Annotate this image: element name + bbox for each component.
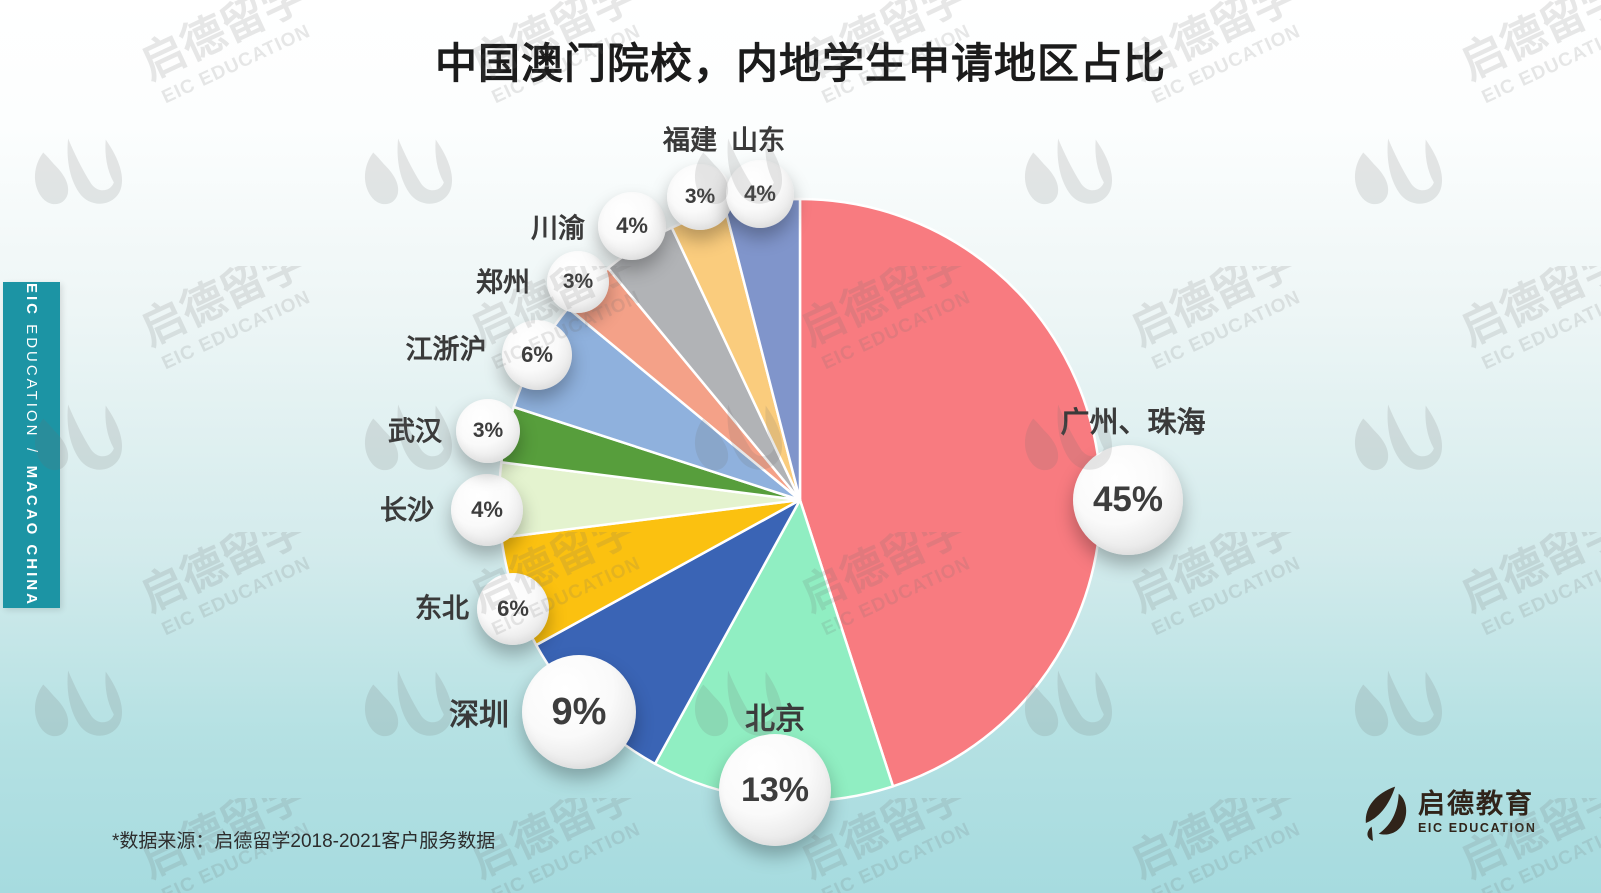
- percent-ball-6: 6%: [502, 320, 572, 390]
- company-logo-cn: 启德教育: [1418, 788, 1534, 819]
- percent-ball-7: 3%: [547, 251, 609, 313]
- sidebar-region: MACAO CHINA: [23, 465, 40, 607]
- percent-ball-2: 9%: [522, 655, 636, 769]
- region-label-6: 江浙沪: [405, 334, 487, 365]
- sidebar-brand-bold: EIC: [23, 283, 40, 318]
- percent-ball-10: 4%: [726, 160, 794, 228]
- percent-value: 9%: [551, 690, 607, 733]
- percent-value: 6%: [521, 342, 553, 367]
- percent-value: 13%: [740, 770, 810, 809]
- region-label-4: 长沙: [380, 495, 434, 526]
- percent-ball-0: 45%: [1073, 445, 1183, 555]
- percent-value: 4%: [471, 497, 503, 522]
- sidebar-vertical-text: EIC EDUCATION / MACAO CHINA: [23, 283, 40, 607]
- region-label-5: 武汉: [388, 416, 442, 447]
- company-logo-en: EIC EDUCATION: [1418, 821, 1537, 836]
- region-label-10: 山东: [731, 125, 785, 156]
- company-logo: 启德教育 EIC EDUCATION: [1358, 784, 1537, 842]
- region-label-0: 广州、珠海: [1060, 407, 1206, 439]
- percent-value: 4%: [744, 181, 776, 206]
- percent-ball-5: 3%: [456, 399, 520, 463]
- region-label-3: 东北: [415, 593, 469, 624]
- percent-value: 45%: [1092, 480, 1164, 519]
- percent-ball-4: 4%: [451, 474, 523, 546]
- percent-value: 4%: [616, 213, 648, 238]
- data-source-note: *数据来源：启德留学2018-2021客户服务数据: [112, 831, 496, 852]
- percent-ball-9: 3%: [667, 164, 733, 230]
- sidebar-brand-rest: EDUCATION: [23, 317, 40, 439]
- region-label-8: 川渝: [531, 213, 585, 244]
- region-label-2: 深圳: [449, 699, 509, 732]
- eic-logo-icon: [1365, 786, 1407, 841]
- sidebar-tab: EIC EDUCATION / MACAO CHINA: [3, 282, 60, 608]
- percent-ball-3: 6%: [477, 573, 549, 645]
- percent-ball-8: 4%: [598, 192, 666, 260]
- percent-value: 3%: [472, 419, 504, 442]
- percent-value: 3%: [684, 185, 716, 208]
- region-label-1: 北京: [745, 703, 805, 736]
- percent-value: 3%: [562, 270, 594, 293]
- sidebar-separator: /: [23, 448, 40, 456]
- percent-ball-1: 13%: [719, 734, 831, 846]
- region-label-7: 郑州: [476, 267, 530, 298]
- chart-title: 中国澳门院校，内地学生申请地区占比: [434, 40, 1166, 87]
- percent-value: 6%: [497, 596, 529, 621]
- region-label-9: 福建: [663, 125, 717, 156]
